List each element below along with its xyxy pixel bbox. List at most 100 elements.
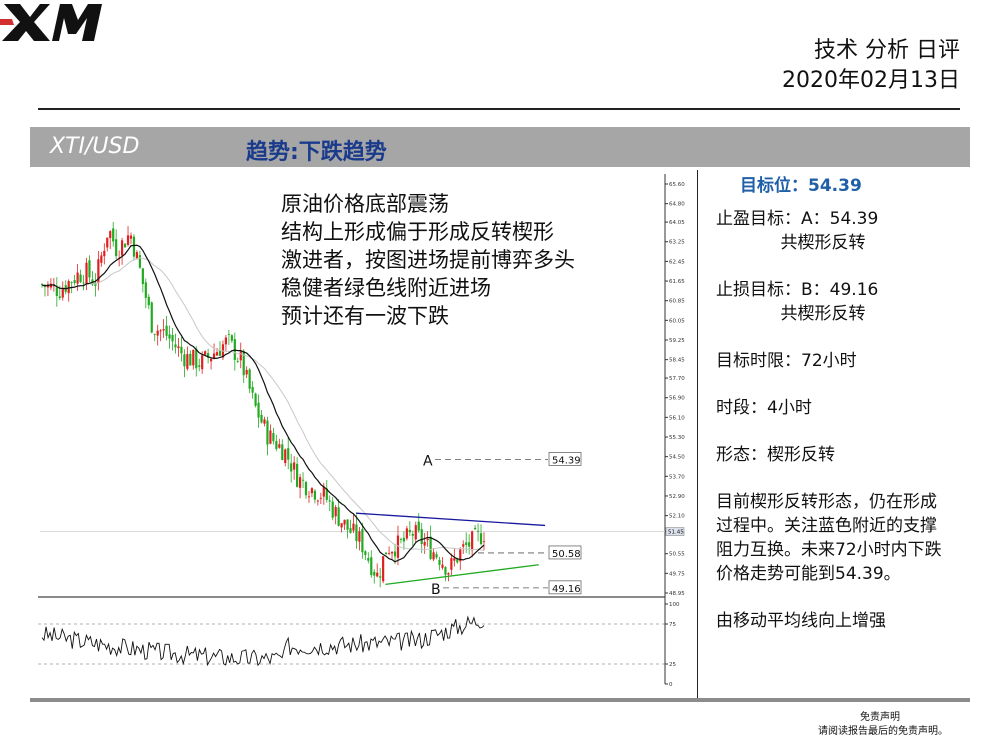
candle-body [230,335,233,341]
candle-body [88,260,91,278]
chart-notes: 原油价格底部震荡 结构上形成偏于形成反转楔形 激进者，按图进场提前博弈多头 稳健… [281,190,575,330]
candle-body [334,507,337,517]
candle-body [379,576,382,578]
candle-body [450,558,453,570]
oscillator-tick-label: 0 [669,682,673,688]
price-tick-label: 61.65 [669,279,685,285]
candle-body [420,529,423,545]
candle-body [106,237,109,248]
candle-body [58,296,61,298]
moving-average-black [41,244,485,563]
timeframe: 时段：4小时 [716,398,812,418]
candle-body [471,531,474,551]
candle-body [126,235,130,245]
candle-body [40,284,44,286]
candle-body [390,552,394,554]
candle-body [135,252,139,260]
price-tick-label: 63.25 [669,240,685,246]
candle-body [417,521,420,531]
level-price-box [548,580,582,595]
candle-body [340,523,343,528]
candle-body [251,387,254,393]
candle-body [177,346,180,349]
candle-body [361,529,364,553]
candle-body [224,337,228,345]
candle-body [147,296,150,306]
analysis-line: 价格走势可能到54.39。 [716,564,901,584]
candle-body [209,358,213,362]
candle-body [482,541,486,543]
candle-body [215,352,219,356]
candle-body [476,530,480,532]
candle-body [281,444,284,461]
disclaimer-title: 免责声明 [860,712,900,723]
report-date: 2020年02月13日 [782,68,960,93]
price-tick-label: 58.45 [669,358,685,364]
candle-body [346,519,349,530]
price-tick-label: 60.05 [669,318,685,324]
level-price-label: 50.58 [552,549,581,560]
price-tick-label: 53.70 [669,474,685,480]
candle-body [76,272,79,284]
price-tick-label: 64.05 [669,220,685,226]
candle-body [304,482,308,496]
note-line: 结构上形成偏于形成反转楔形 [281,220,554,244]
candle-body [301,479,305,481]
candle-body [376,572,379,577]
analysis-line: 阻力互换。未来72小时内下跌 [716,540,942,560]
candle-body [474,527,477,530]
level-price-box [548,452,582,466]
candle-body [479,533,483,545]
candle-body [141,268,144,285]
header-divider [38,108,960,110]
current-price-box [665,527,685,536]
stop-loss: 止损目标：B：49.16 [716,280,879,300]
candle-body [269,430,272,444]
pattern: 形态：楔形反转 [716,445,835,465]
candle-body [245,369,248,375]
candle-body [201,355,204,370]
candle-body [447,573,450,575]
candle-body [337,507,340,526]
candle-body [444,567,447,575]
candle-body [325,488,328,500]
oscillator-tick-label: 100 [669,602,680,608]
price-tick-label: 59.25 [669,338,685,344]
candle-body [254,393,257,406]
candle-body [49,283,52,288]
price-tick-label: 48.95 [669,591,685,597]
candle-body [328,500,331,502]
candle-body [316,500,319,502]
price-tick-label: 52.90 [669,494,685,500]
candle-body [456,558,459,563]
candle-body [198,365,201,367]
candle-body [79,274,82,283]
candle-body [438,559,441,565]
oscillator-line [41,615,485,667]
candle-body [112,228,115,242]
candle-body [138,255,141,268]
candle-body [290,463,293,472]
candle-body [260,414,263,423]
candle-body [465,542,468,545]
price-tick-label: 55.30 [669,435,685,441]
candle-body [70,282,73,283]
price-tick-label: 49.75 [669,571,685,577]
candle-body [462,544,465,547]
candle-body [109,231,112,239]
price-tick-label: 60.85 [669,299,685,305]
candle-body [55,287,58,296]
candle-body [459,549,462,562]
candle-body [82,282,85,284]
candle-body [144,282,147,298]
price-chart: 65.60 64.80 64.05 63.25 62.45 61.65 60.85 60.05… [38,172,686,688]
candle-body [189,353,192,366]
candle-body [266,420,269,445]
header-block: 技术 分析 日评 2020年02月13日 [782,36,960,96]
candle-body [387,553,391,554]
candle-body [174,344,177,348]
candle-body [293,462,296,470]
candle-body [287,448,290,460]
candle-body [411,534,414,536]
candle-body [153,333,156,335]
